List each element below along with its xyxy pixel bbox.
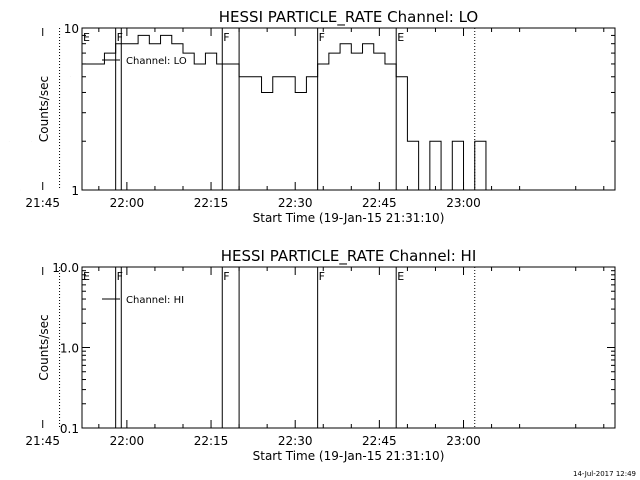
event-flag-label: F <box>319 270 325 283</box>
x-tick-label: 21:45 <box>25 196 60 210</box>
y-tick-label: 0.1 <box>60 422 79 436</box>
event-flag-label: F <box>117 31 123 44</box>
x-tick-label: 22:15 <box>194 196 229 210</box>
plot-frame <box>81 266 616 429</box>
y-tick-label: 1.0 <box>60 342 79 356</box>
x-tick-label: 22:45 <box>362 434 397 448</box>
series-line-channel-lo <box>82 34 487 190</box>
x-tick-label: 23:00 <box>446 434 481 448</box>
event-flag-label: F <box>223 270 229 283</box>
chart-title: HESSI PARTICLE_RATE Channel: HI <box>221 247 477 266</box>
y-tick-label: 10.0 <box>52 261 79 275</box>
event-flag-label: E <box>397 270 404 283</box>
chart-title: HESSI PARTICLE_RATE Channel: LO <box>219 8 478 27</box>
date-stamp: 14-Jul-2017 12:49 <box>572 470 636 478</box>
legend-label: Channel: LO <box>126 56 187 67</box>
y-axis-label: Counts/sec <box>37 76 51 142</box>
event-flag-label: F <box>223 31 229 44</box>
x-tick-label: 22:00 <box>110 196 145 210</box>
x-tick-label: 22:15 <box>194 434 229 448</box>
y-tick-label: 1 <box>71 184 79 198</box>
y-axis-label: Counts/sec <box>37 314 51 380</box>
x-axis-label: Start Time (19-Jan-15 21:31:10) <box>253 449 445 463</box>
chart-panel-2: HESSI PARTICLE_RATE Channel: HI 0.1 1.0 10.… <box>25 247 616 463</box>
event-flag-label: E <box>397 31 404 44</box>
legend-label: Channel: HI <box>126 295 184 306</box>
x-tick-label: 23:00 <box>446 196 481 210</box>
event-flag-label: F <box>117 270 123 283</box>
x-tick-label: 22:30 <box>278 434 313 448</box>
event-flag-label: E <box>83 270 90 283</box>
x-tick-label: 22:30 <box>278 196 313 210</box>
chart-panel-1: HESSI PARTICLE_RATE Channel: LO 1 10 21:45 2… <box>8 8 616 225</box>
x-tick-label: 22:45 <box>362 196 397 210</box>
event-flag-label: E <box>83 31 90 44</box>
plot-frame <box>81 27 616 191</box>
x-tick-label: 22:00 <box>110 434 145 448</box>
x-tick-label: 21:45 <box>25 434 60 448</box>
y-tick-label: 10 <box>64 22 79 36</box>
x-axis-label: Start Time (19-Jan-15 21:31:10) <box>253 211 445 225</box>
event-flag-label: F <box>319 31 325 44</box>
